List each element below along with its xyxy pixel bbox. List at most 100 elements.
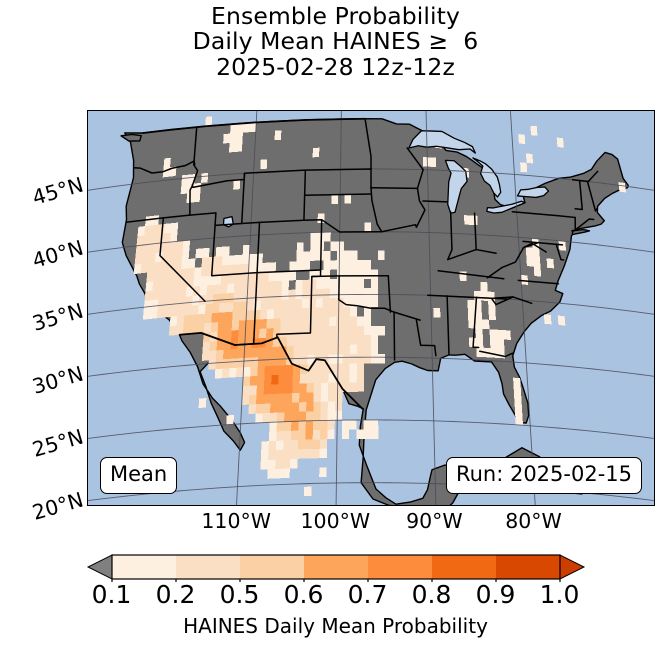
probability-cell	[274, 280, 283, 291]
probability-cell	[350, 250, 358, 261]
probability-cell	[306, 392, 314, 403]
probability-cell	[193, 182, 202, 193]
border-line	[437, 269, 505, 280]
probability-cell	[274, 290, 282, 300]
probability-cell	[364, 222, 371, 232]
probability-cell	[313, 382, 322, 393]
probability-cell	[248, 253, 257, 264]
probability-cell	[263, 394, 271, 404]
probability-cell	[224, 321, 233, 332]
probability-cell	[533, 257, 541, 268]
probability-cell	[254, 272, 263, 283]
probability-cell	[206, 275, 215, 286]
probability-cell	[256, 394, 264, 405]
probability-cell	[308, 326, 316, 337]
probability-cell	[249, 385, 257, 396]
probability-cell	[236, 123, 244, 134]
probability-cell	[475, 337, 484, 348]
probability-cell	[327, 401, 336, 411]
border-line	[574, 179, 584, 211]
probability-cell	[315, 307, 323, 318]
map-plot-area[interactable]	[87, 110, 655, 506]
probability-cell	[255, 403, 264, 414]
probability-cell	[189, 323, 198, 334]
probability-cell	[363, 429, 371, 439]
probability-cell	[287, 327, 295, 337]
probability-cell	[364, 259, 371, 270]
probability-cell	[286, 346, 294, 356]
probability-cell	[290, 439, 299, 450]
probability-cell	[496, 339, 505, 349]
probability-cell	[487, 291, 495, 302]
border-line	[276, 269, 322, 338]
probability-cell	[327, 429, 335, 440]
probability-cell	[267, 469, 276, 479]
probability-cell	[214, 265, 222, 276]
probability-cell	[223, 133, 231, 144]
border-line	[370, 187, 383, 233]
probability-cell	[268, 281, 276, 291]
probability-cell	[253, 300, 261, 311]
probability-cell	[167, 260, 176, 271]
colorbar-segment-1	[175, 555, 240, 579]
probability-cell	[350, 278, 358, 289]
probability-cell	[160, 260, 169, 272]
lake-ontario	[516, 186, 550, 199]
probability-cell	[147, 262, 155, 273]
lon-tick-100w: 100°W	[300, 509, 371, 533]
probability-cell	[289, 458, 298, 469]
probability-cell	[356, 344, 364, 355]
probability-cell	[235, 132, 243, 143]
probability-cell	[224, 330, 232, 341]
probability-cell	[169, 316, 178, 327]
probability-cell	[342, 363, 350, 374]
probability-cell	[422, 157, 430, 167]
probability-cell	[292, 374, 300, 384]
probability-cell	[149, 234, 158, 245]
probability-cell	[230, 123, 238, 134]
probability-cell	[244, 348, 252, 358]
border-line	[517, 279, 560, 285]
probability-cell	[239, 310, 247, 321]
border-line	[473, 212, 477, 251]
probability-cell	[262, 412, 271, 423]
probability-cell	[208, 359, 216, 370]
border-line	[370, 187, 419, 190]
probability-cell	[336, 307, 344, 317]
probability-cell	[342, 344, 350, 355]
probability-cell	[260, 450, 269, 461]
probability-cell	[357, 297, 365, 308]
probability-cell	[313, 411, 321, 421]
probability-cell	[283, 430, 292, 441]
probability-cell	[144, 290, 153, 301]
probability-cell	[371, 429, 379, 439]
probability-cell	[220, 283, 228, 294]
border-line	[132, 160, 196, 174]
colorbar-tick-label-2: 0.5	[219, 580, 260, 609]
probability-cell	[264, 375, 272, 385]
probability-cell	[211, 312, 219, 323]
border-line	[574, 218, 595, 231]
probability-cell	[464, 215, 472, 225]
probability-cell	[294, 308, 302, 318]
probability-cell	[327, 420, 335, 430]
probability-cell	[356, 363, 364, 373]
probability-cell	[176, 315, 185, 326]
probability-cell	[293, 336, 302, 347]
probability-cell	[308, 298, 316, 308]
probability-cell	[215, 246, 224, 257]
probability-cell	[271, 356, 280, 366]
probability-cell	[195, 248, 203, 259]
probability-cell	[141, 253, 150, 264]
probability-data-grid	[133, 116, 626, 497]
probability-cell	[546, 258, 555, 269]
probability-cell	[237, 348, 245, 359]
probability-cell	[181, 174, 189, 185]
border-line	[472, 296, 480, 349]
probability-cell	[349, 344, 357, 355]
probability-cell	[319, 439, 328, 449]
probability-cell	[489, 329, 497, 340]
colorbar-swatches[interactable]	[86, 552, 586, 582]
probability-cell	[323, 269, 331, 280]
probability-cell	[321, 335, 330, 346]
